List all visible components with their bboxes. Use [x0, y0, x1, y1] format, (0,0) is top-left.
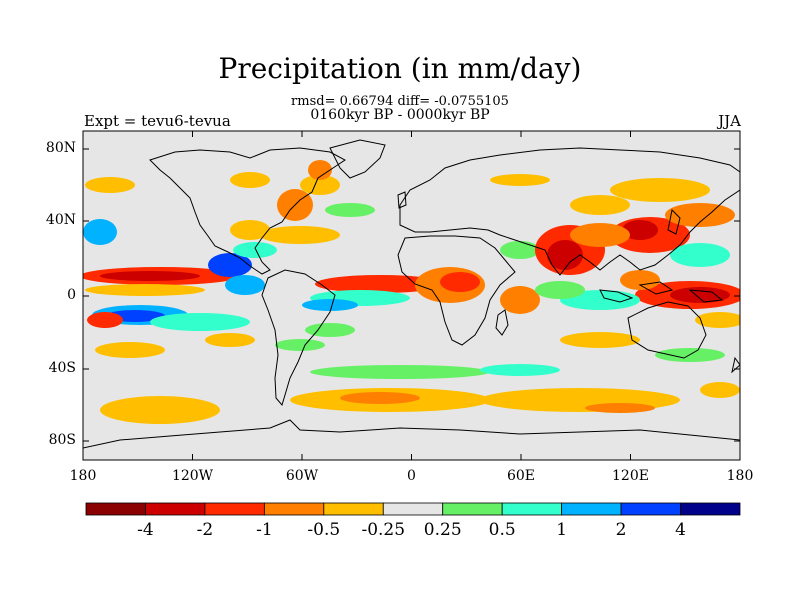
anomaly-patch	[308, 160, 332, 180]
anomaly-patch	[570, 195, 630, 215]
anomaly-patch	[585, 403, 655, 413]
coastline	[667, 208, 681, 235]
latitude-tick-label: 40S	[48, 360, 76, 376]
latitude-tick-label: 0	[67, 287, 76, 303]
colorbar-label: 2	[615, 520, 627, 540]
colorbar-swatch	[620, 502, 681, 516]
stats-line: rmsd= 0.66794 diff= -0.0755105	[291, 94, 509, 109]
period-line: 0160kyr BP - 0000kyr BP	[310, 107, 490, 123]
coastline	[329, 139, 386, 179]
colorbar-swatch	[680, 502, 741, 516]
anomaly-patch	[100, 271, 200, 281]
map-title: Precipitation (in mm/day)	[218, 52, 582, 85]
anomaly-patch	[95, 342, 165, 358]
coastline	[399, 147, 740, 276]
colorbar-swatch	[501, 502, 563, 516]
colorbar-label: -0.25	[361, 520, 406, 540]
anomaly-patch	[83, 219, 117, 245]
anomaly-patch	[305, 323, 355, 337]
colorbar-swatch	[204, 502, 265, 516]
anomaly-patch	[670, 287, 730, 303]
coastline	[261, 269, 336, 407]
anomaly-patch	[695, 312, 740, 328]
experiment-label: Expt = tevu6-tevua	[84, 112, 231, 130]
colorbar-label: -1	[256, 520, 273, 540]
anomaly-patch	[570, 223, 630, 247]
latitude-tick-label: 80S	[48, 432, 76, 448]
anomaly-patch	[535, 281, 585, 299]
colorbar-label: 1	[556, 520, 568, 540]
anomaly-patch	[150, 313, 250, 331]
anomaly-patch	[230, 172, 270, 188]
anomaly-patch	[230, 220, 270, 240]
anomaly-patch	[490, 174, 550, 186]
longitude-tick-label: 60E	[506, 468, 536, 484]
anomaly-patch	[480, 364, 560, 376]
longitude-tick-label: 0	[407, 468, 416, 484]
anomaly-patch	[620, 270, 660, 290]
anomaly-patch	[560, 332, 640, 348]
anomaly-patch	[260, 226, 340, 244]
coastline	[599, 289, 634, 303]
anomaly-patch	[315, 275, 445, 293]
anomaly-patch	[205, 333, 255, 347]
anomaly-patch	[300, 175, 340, 195]
anomaly-patch	[610, 178, 710, 202]
anomaly-patch	[310, 365, 490, 379]
colorbar-swatch	[442, 502, 503, 516]
longitude-tick-label: 60W	[285, 468, 319, 484]
colorbar-swatch	[561, 502, 622, 516]
anomaly-patch	[665, 203, 735, 227]
anomaly-patch	[622, 220, 658, 240]
colorbar-swatch	[85, 502, 146, 516]
anomaly-patch	[87, 312, 123, 328]
colorbar-swatch	[323, 502, 384, 516]
anomaly-patch	[500, 286, 540, 314]
anomaly-patch	[340, 392, 420, 404]
anomaly-patch	[85, 284, 205, 296]
colorbar-label: 0.25	[423, 520, 462, 540]
colorbar-label: -4	[137, 520, 154, 540]
anomaly-patch	[325, 203, 375, 217]
coastline	[627, 301, 707, 359]
coastline	[638, 281, 674, 295]
longitude-tick-label: 120W	[171, 468, 214, 484]
colorbar-swatch	[382, 502, 444, 516]
latitude-tick-label: 80N	[45, 140, 76, 156]
anomaly-patch	[500, 241, 540, 259]
colorbar-label: 4	[675, 520, 686, 540]
anomaly-patch	[225, 275, 265, 295]
anomaly-patch	[85, 177, 135, 193]
anomaly-patch	[700, 382, 740, 398]
colorbar-label: -0.5	[307, 520, 341, 540]
latitude-tick-label: 40N	[45, 212, 76, 228]
coastline	[397, 191, 407, 209]
longitude-tick-label: 180	[69, 468, 97, 484]
season-label: JJA	[718, 112, 741, 130]
colorbar-swatch	[145, 502, 206, 516]
anomaly-patch	[275, 339, 325, 351]
anomaly-patch	[547, 240, 583, 270]
anomaly-patch	[670, 243, 730, 267]
longitude-tick-label: 180	[726, 468, 754, 484]
colorbar-swatch	[263, 502, 325, 516]
anomaly-patch	[233, 242, 277, 258]
coastline	[397, 235, 516, 346]
coastline	[688, 289, 724, 303]
coastline	[495, 309, 509, 336]
colorbar-label: 0.5	[488, 520, 516, 540]
anomaly-patch	[302, 299, 358, 311]
coastline	[149, 147, 346, 275]
colorbar-label: -2	[196, 520, 214, 540]
coastline	[83, 419, 740, 449]
anomaly-patch	[100, 396, 220, 424]
anomaly-patch	[440, 272, 480, 292]
longitude-tick-label: 120E	[612, 468, 649, 484]
